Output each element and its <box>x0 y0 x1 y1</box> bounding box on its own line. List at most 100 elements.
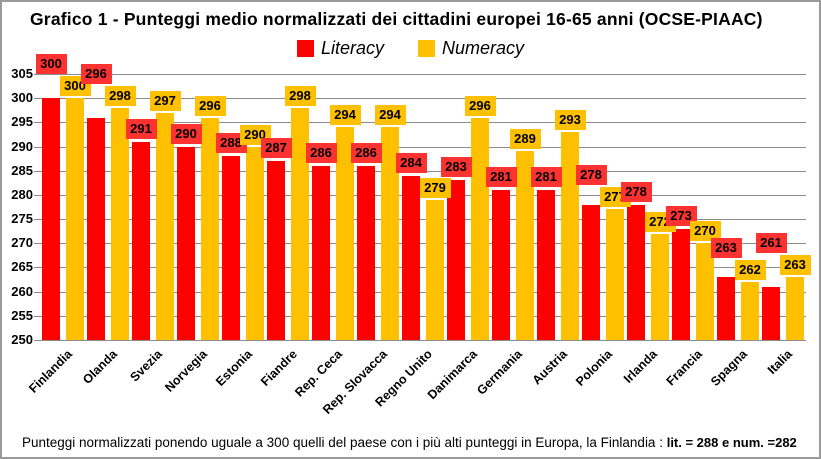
y-axis-tick-260: 260 <box>11 283 33 299</box>
literacy-data-label-Fiandre: 287 <box>260 138 292 159</box>
x-axis-label-Rep. Slovacca: Rep. Slovacca <box>319 347 390 417</box>
numeracy-bar-Germania <box>516 151 534 340</box>
y-axis-tick-250: 250 <box>11 332 33 347</box>
literacy-bar-Rep. Ceca <box>312 165 330 340</box>
numeracy-swatch-icon <box>418 40 435 57</box>
numeracy-bar-Svezia <box>156 112 174 340</box>
literacy-data-label-Danimarca: 283 <box>440 157 472 178</box>
numeracy-data-label-Fiandre: 298 <box>284 85 316 106</box>
literacy-data-label-Italia: 261 <box>755 233 787 254</box>
x-axis-label-Norvegia: Norvegia <box>161 347 210 395</box>
literacy-bar-Rep. Slovacca <box>357 165 375 340</box>
literacy-data-label-Norvegia: 290 <box>170 123 202 144</box>
y-axis-tick-280: 280 <box>11 186 33 202</box>
gridline-270 <box>34 243 806 245</box>
x-axis-label-Estonia: Estonia <box>212 347 255 389</box>
y-axis-tick-290: 290 <box>11 138 33 154</box>
literacy-bar-Austria <box>537 190 555 340</box>
literacy-data-label-Austria: 281 <box>530 167 562 188</box>
numeracy-bar-Rep. Slovacca <box>381 127 399 340</box>
numeracy-bar-Francia <box>696 243 714 340</box>
numeracy-bar-Regno Unito <box>426 199 444 340</box>
literacy-data-label-Estonia: 288 <box>215 133 247 154</box>
literacy-bar-Svezia <box>132 141 150 340</box>
x-axis-label-Olanda: Olanda <box>79 347 120 387</box>
literacy-data-label-Polonia: 278 <box>575 165 607 186</box>
legend-label-literacy: Literacy <box>320 38 384 58</box>
y-axis-tick-265: 265 <box>11 259 33 275</box>
gridline-260 <box>34 291 806 293</box>
y-axis-tick-275: 275 <box>11 211 33 227</box>
literacy-bar-Italia <box>762 286 780 340</box>
chart-title: Grafico 1 - Punteggi medio normalizzati … <box>30 9 763 29</box>
numeracy-data-label-Regno Unito: 279 <box>419 177 451 198</box>
numeracy-data-label-Austria: 293 <box>554 110 586 131</box>
gridline-300 <box>34 98 806 100</box>
x-axis-label-Austria: Austria <box>529 347 570 388</box>
literacy-data-label-Svezia: 291 <box>125 118 157 139</box>
numeracy-data-label-Italia: 263 <box>779 255 811 276</box>
numeracy-data-label-Germania: 289 <box>509 129 541 150</box>
numeracy-bar-Austria <box>561 132 579 340</box>
literacy-bar-Spagna <box>717 277 735 340</box>
x-axis-label-Polonia: Polonia <box>572 347 615 389</box>
gridline-295 <box>34 122 806 124</box>
x-axis-label-Regno Unito: Regno Unito <box>371 347 435 410</box>
literacy-bar-Polonia <box>582 204 600 340</box>
y-axis-tick-285: 285 <box>11 162 33 178</box>
literacy-bar-Germania <box>492 190 510 340</box>
numeracy-bar-Rep. Ceca <box>336 127 354 340</box>
x-axis-label-Fiandre: Fiandre <box>257 347 300 389</box>
numeracy-data-label-Rep. Ceca: 294 <box>329 105 361 126</box>
y-axis-tick-295: 295 <box>11 114 33 130</box>
gridline-305 <box>34 74 806 75</box>
literacy-bar-Danimarca <box>447 180 465 340</box>
literacy-data-label-Germania: 281 <box>485 167 517 188</box>
y-axis-tick-270: 270 <box>11 235 33 251</box>
literacy-swatch-icon <box>296 40 314 57</box>
gridline-255 <box>34 315 806 317</box>
literacy-data-label-Regno Unito: 284 <box>395 152 427 173</box>
x-axis-label-Germania: Germania <box>473 347 525 398</box>
literacy-bar-Francia <box>672 228 690 340</box>
y-axis-tick-255: 255 <box>11 307 33 323</box>
x-axis-label-Danimarca: Danimarca <box>424 347 480 403</box>
gridline-290 <box>34 146 806 148</box>
y-axis-tick-305: 305 <box>11 66 33 81</box>
literacy-data-label-Rep. Ceca: 286 <box>305 142 337 163</box>
gridline-275 <box>34 219 806 221</box>
numeracy-data-label-Rep. Slovacca: 294 <box>374 105 406 126</box>
y-axis-tick-300: 300 <box>11 90 33 106</box>
literacy-data-label-Finlandia: 300 <box>35 54 67 75</box>
legend-item-numeracy: Numeracy <box>418 38 524 59</box>
literacy-bar-Estonia <box>222 156 240 340</box>
legend-label-numeracy: Numeracy <box>442 38 525 58</box>
literacy-bar-Norvegia <box>177 146 195 340</box>
numeracy-bar-Olanda <box>111 107 129 340</box>
literacy-bar-Finlandia <box>42 98 60 340</box>
legend-item-literacy: Literacy <box>296 38 384 59</box>
x-axis-label-Irlanda: Irlanda <box>620 347 660 386</box>
numeracy-bar-Spagna <box>741 281 759 340</box>
numeracy-bar-Danimarca <box>471 117 489 340</box>
gridline-265 <box>34 267 806 269</box>
literacy-data-label-Francia: 273 <box>665 205 697 226</box>
chart-legend: Literacy Numeracy <box>2 38 819 59</box>
numeracy-data-label-Svezia: 297 <box>149 90 181 111</box>
x-axis-label-Rep. Ceca: Rep. Ceca <box>291 347 345 400</box>
literacy-bar-Fiandre <box>267 161 285 340</box>
x-axis-label-Spagna: Spagna <box>707 347 750 389</box>
x-axis-label-Svezia: Svezia <box>126 347 165 385</box>
numeracy-bar-Italia <box>786 277 804 340</box>
footnote-text: Punteggi normalizzati ponendo uguale a 3… <box>22 435 667 450</box>
x-axis-label-Italia: Italia <box>764 347 795 378</box>
numeracy-bar-Polonia <box>606 209 624 340</box>
numeracy-bar-Irlanda <box>651 233 669 340</box>
literacy-data-label-Spagna: 263 <box>710 237 742 258</box>
gridline-250 <box>34 340 806 341</box>
numeracy-bar-Estonia <box>246 146 264 340</box>
numeracy-bar-Fiandre <box>291 107 309 340</box>
numeracy-data-label-Norvegia: 296 <box>194 95 226 116</box>
numeracy-data-label-Olanda: 298 <box>104 85 136 106</box>
